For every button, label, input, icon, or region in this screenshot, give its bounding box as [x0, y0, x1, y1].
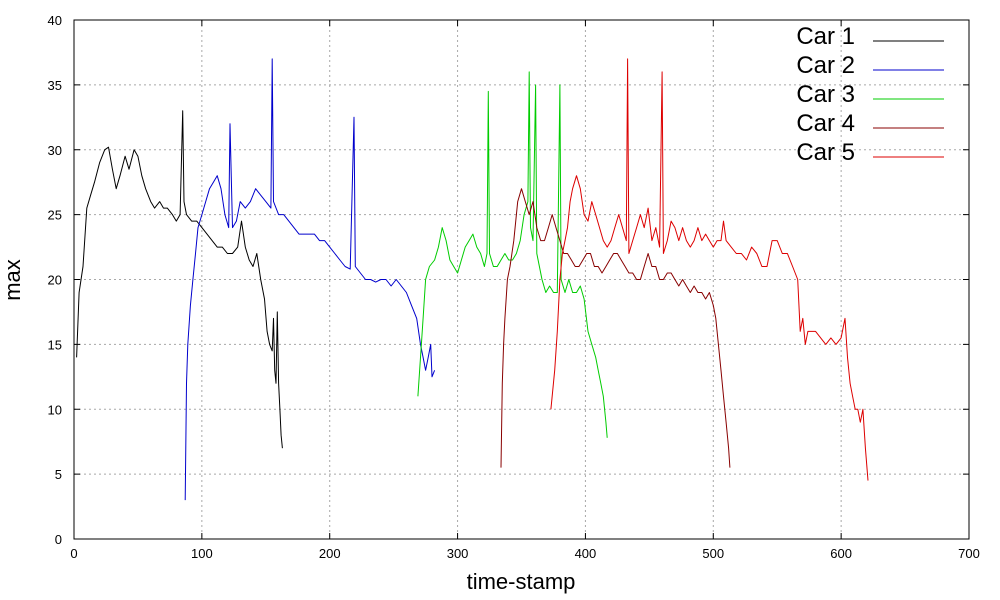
series-line-car-5: [550, 58, 869, 481]
y-tick-label: 20: [48, 273, 62, 288]
y-tick-label: 10: [48, 402, 62, 417]
x-tick-label: 600: [830, 546, 852, 561]
series-lines: [76, 58, 869, 501]
x-tick-label: 200: [319, 546, 341, 561]
series-line-car-4: [500, 188, 731, 468]
y-tick-label: 15: [48, 337, 62, 352]
x-tick-label: 100: [191, 546, 213, 561]
y-tick-label: 40: [48, 13, 62, 28]
series-line-car-3: [417, 71, 608, 438]
series-line-car-2: [184, 58, 436, 501]
y-tick-label: 25: [48, 208, 62, 223]
y-tick-label: 30: [48, 143, 62, 158]
x-axis-title: time-stamp: [467, 569, 576, 594]
x-tick-label: 300: [447, 546, 469, 561]
axis-ticks: [73, 19, 970, 540]
x-tick-labels: 0 100 200 300 400 500 600 700: [70, 546, 979, 561]
legend-label: Car 1: [796, 23, 855, 50]
legend-label: Car 2: [796, 52, 855, 79]
x-tick-label: 700: [958, 546, 980, 561]
y-tick-labels: 0 5 10 15 20 25 30 35 40: [48, 13, 62, 547]
legend-label: Car 3: [796, 81, 855, 108]
legend-label: Car 5: [796, 139, 855, 166]
y-tick-label: 0: [55, 532, 62, 547]
series-line-car-1: [76, 110, 283, 449]
y-axis-title: max: [0, 259, 25, 301]
y-tick-label: 35: [48, 78, 62, 93]
x-tick-label: 0: [70, 546, 77, 561]
y-tick-label: 5: [55, 467, 62, 482]
legend-label: Car 4: [796, 110, 855, 137]
grid: [74, 20, 969, 539]
x-tick-label: 500: [702, 546, 724, 561]
x-tick-label: 400: [575, 546, 597, 561]
